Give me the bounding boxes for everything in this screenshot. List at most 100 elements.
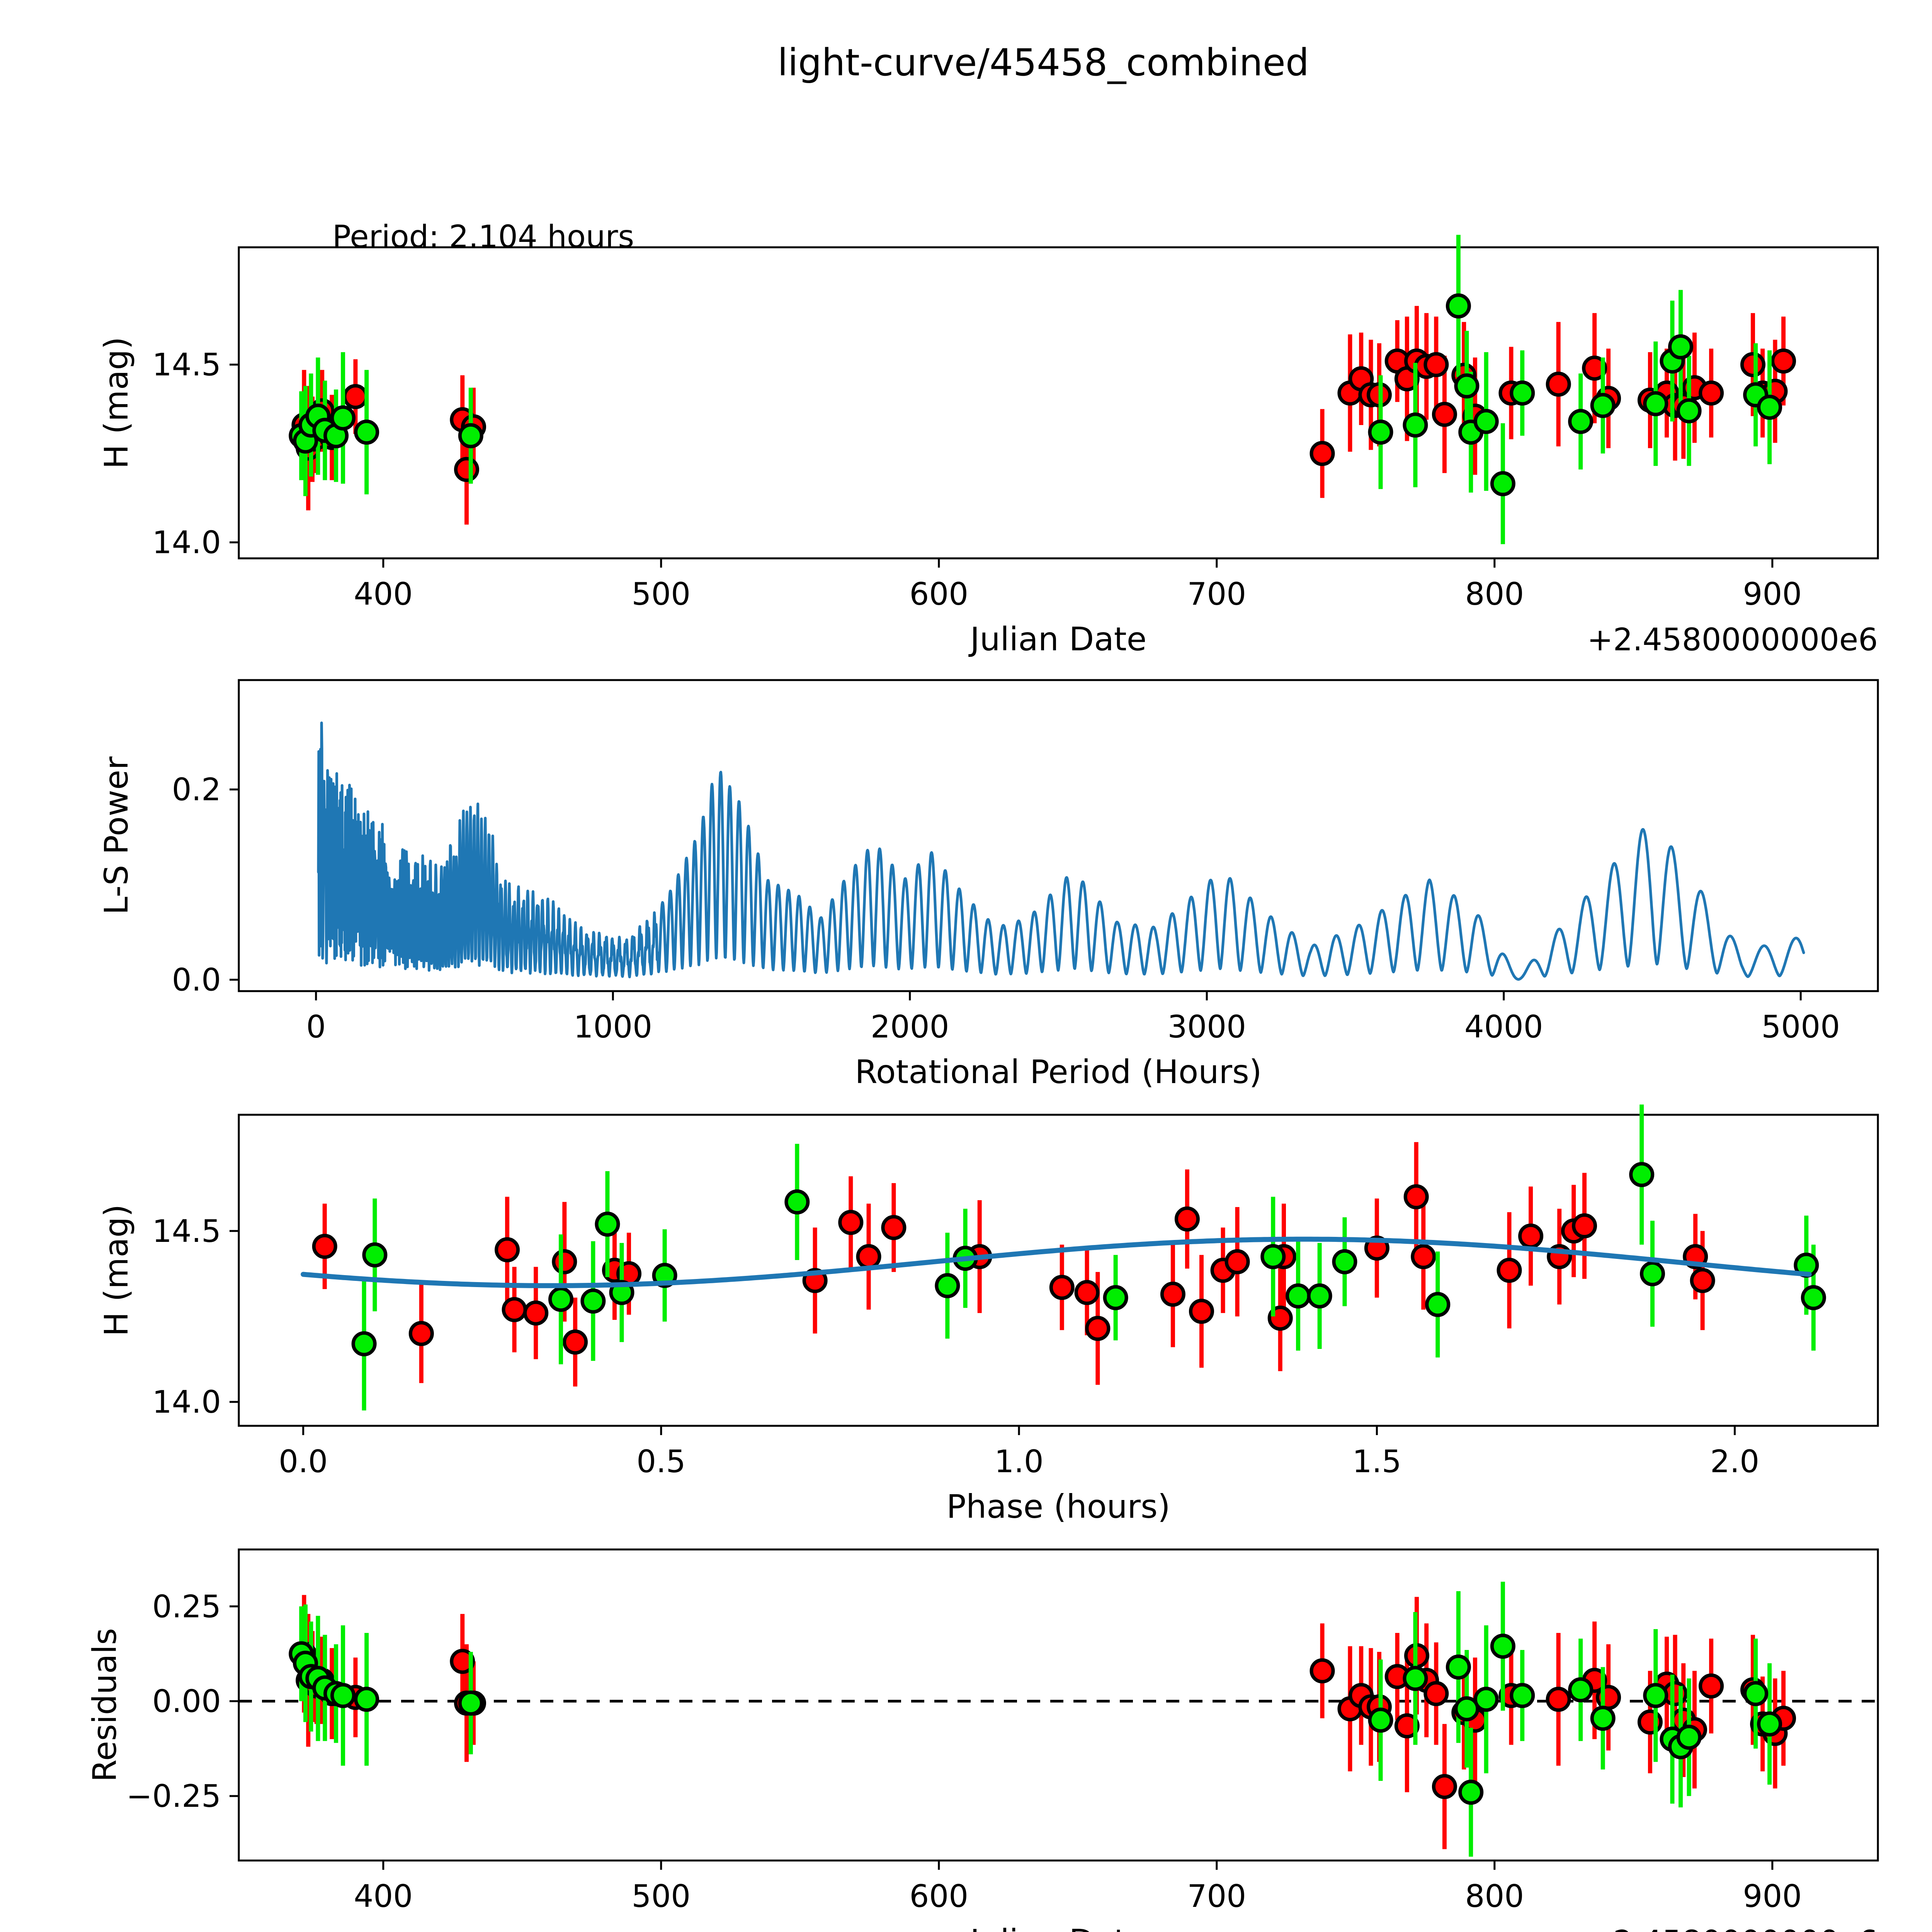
periodogram-xticklabel: 3000: [1167, 1009, 1246, 1045]
lightcurve-datapoint: [1757, 395, 1782, 420]
phase-datapoint: [1174, 1206, 1200, 1232]
periodogram-line: [317, 721, 1805, 981]
lightcurve-frame: [238, 246, 1879, 560]
residuals-yticklabel: 0.00: [152, 1684, 221, 1719]
residuals-xticklabel: 400: [354, 1878, 413, 1914]
lightcurve-datapoint: [1676, 398, 1702, 423]
phase-yticklabel: 14.0: [152, 1384, 221, 1420]
phase-datapoint: [1074, 1280, 1100, 1305]
phase-datapoint: [1225, 1249, 1250, 1274]
phase-datapoint: [1403, 1184, 1429, 1209]
phase-datapoint: [1425, 1292, 1451, 1317]
residuals-datapoint: [1743, 1681, 1769, 1706]
periodogram-xticklabel: 0: [306, 1009, 326, 1045]
lightcurve-ylabel: H (mag): [97, 337, 135, 469]
phase-datapoint: [595, 1211, 620, 1237]
periodogram-yticklabel: 0.0: [172, 962, 221, 998]
phase-datapoint: [495, 1237, 520, 1262]
lightcurve-datapoint: [1590, 393, 1616, 418]
phase-ylabel: H (mag): [97, 1204, 135, 1336]
lightcurve-datapoint: [354, 419, 379, 445]
lightcurve-datapoint: [1446, 293, 1471, 319]
lightcurve-xoffset-label: +2.4580000000e6: [1587, 622, 1878, 658]
residuals-datapoint: [1432, 1774, 1457, 1799]
lightcurve-xticklabel: 400: [354, 576, 413, 612]
panel-periodogram: 0 1000 2000 3000 4000 5000 0.0 0.2 L-S Power Rota…: [97, 679, 1879, 1091]
residuals-xticklabel: 900: [1743, 1878, 1802, 1914]
lightcurve-datapoint: [1403, 412, 1428, 438]
residuals-series-red: [291, 1595, 1796, 1849]
lightcurve-datapoint: [1510, 380, 1535, 406]
periodogram-xticklabel: 1000: [573, 1009, 652, 1045]
panel-phase-folded: 0.0 0.5 1.0 1.5 2.0 14.0 14.5 H (mag) Phase (hou…: [97, 1104, 1879, 1526]
lightcurve-datapoint: [454, 457, 480, 482]
lightcurve-datapoint: [1582, 355, 1607, 381]
phase-datapoint: [502, 1297, 527, 1322]
lightcurve-datapoint: [1423, 352, 1449, 378]
lightcurve-datapoint: [1368, 419, 1393, 445]
residuals-datapoint: [1473, 1687, 1499, 1712]
phase-datapoint: [1103, 1285, 1128, 1310]
phase-datapoint: [362, 1242, 388, 1268]
lightcurve-datapoint: [1454, 373, 1480, 399]
lightcurve-datapoint: [1310, 441, 1335, 466]
phase-frame: [238, 1114, 1879, 1427]
lightcurve-datapoint: [1771, 348, 1796, 374]
residuals-datapoint: [1699, 1673, 1724, 1699]
lightcurve-datapoint: [1568, 409, 1594, 434]
lightcurve-datapoint: [1490, 471, 1515, 497]
periodogram-frame: [238, 679, 1879, 992]
lightcurve-datapoint: [1699, 380, 1724, 406]
phase-datapoint: [1260, 1244, 1286, 1269]
phase-datapoint: [838, 1210, 864, 1235]
residuals-datapoint: [1423, 1681, 1449, 1706]
phase-datapoint: [1801, 1285, 1826, 1310]
periodogram-xticklabel: 5000: [1761, 1009, 1840, 1045]
residuals-datapoint: [450, 1649, 475, 1674]
phase-xticklabel: 2.0: [1710, 1444, 1759, 1480]
phase-datapoint: [1639, 1261, 1665, 1286]
residuals-datapoint: [1568, 1677, 1594, 1702]
figure-title: light-curve/45458_combined: [777, 41, 1309, 84]
periodogram-yticklabel: 0.2: [172, 772, 221, 808]
phase-datapoint: [1189, 1299, 1214, 1324]
residuals-datapoint: [1458, 1779, 1484, 1805]
periodogram-xlabel: Rotational Period (Hours): [855, 1053, 1262, 1091]
residuals-yticklabel: 0.25: [152, 1588, 221, 1624]
residuals-frame: [238, 1548, 1879, 1862]
phase-datapoint: [1497, 1258, 1522, 1283]
residuals-yticklabel: −0.25: [126, 1778, 221, 1814]
phase-datapoint: [552, 1249, 577, 1274]
phase-datapoint: [580, 1288, 606, 1314]
lightcurve-xlabel: Julian Date: [968, 620, 1147, 658]
phase-datapoint: [548, 1287, 574, 1312]
residuals-datapoint: [1546, 1687, 1571, 1712]
phase-datapoint: [1049, 1275, 1075, 1300]
phase-series-red: [312, 1142, 1715, 1387]
panel-light-curve: 400 500 600 700 800 900 14.0 14.5 H (mag) Julian …: [97, 219, 1879, 658]
residuals-datapoint: [1446, 1654, 1471, 1680]
lightcurve-xticklabel: 800: [1465, 576, 1524, 612]
lightcurve-datapoint: [1740, 352, 1765, 378]
lightcurve-yticklabel: 14.0: [152, 525, 221, 561]
phase-datapoint: [408, 1321, 434, 1346]
phase-datapoint: [1307, 1283, 1332, 1309]
phase-datapoint: [1286, 1283, 1311, 1309]
phase-datapoint: [1085, 1316, 1111, 1341]
phase-datapoint: [784, 1189, 810, 1215]
panel-residuals: 400 500 600 700 800 900 −0.25 0.00 0.25 Residuals…: [86, 1548, 1879, 1932]
phase-xticklabel: 0.0: [279, 1444, 328, 1480]
periodogram-xticklabel: 4000: [1464, 1009, 1543, 1045]
periodogram-ylabel: L-S Power: [97, 756, 135, 915]
residuals-datapoint: [330, 1683, 356, 1708]
phase-datapoint: [1332, 1249, 1357, 1274]
phase-xlabel: Phase (hours): [946, 1488, 1170, 1526]
residuals-datapoint: [354, 1687, 379, 1712]
lightcurve-xticklabel: 700: [1187, 576, 1246, 612]
residuals-xticklabel: 600: [909, 1878, 968, 1914]
lightcurve-datapoint: [458, 423, 483, 449]
residuals-datapoint: [1490, 1633, 1515, 1659]
residuals-ylabel: Residuals: [86, 1628, 124, 1782]
phase-datapoint: [1572, 1213, 1597, 1238]
